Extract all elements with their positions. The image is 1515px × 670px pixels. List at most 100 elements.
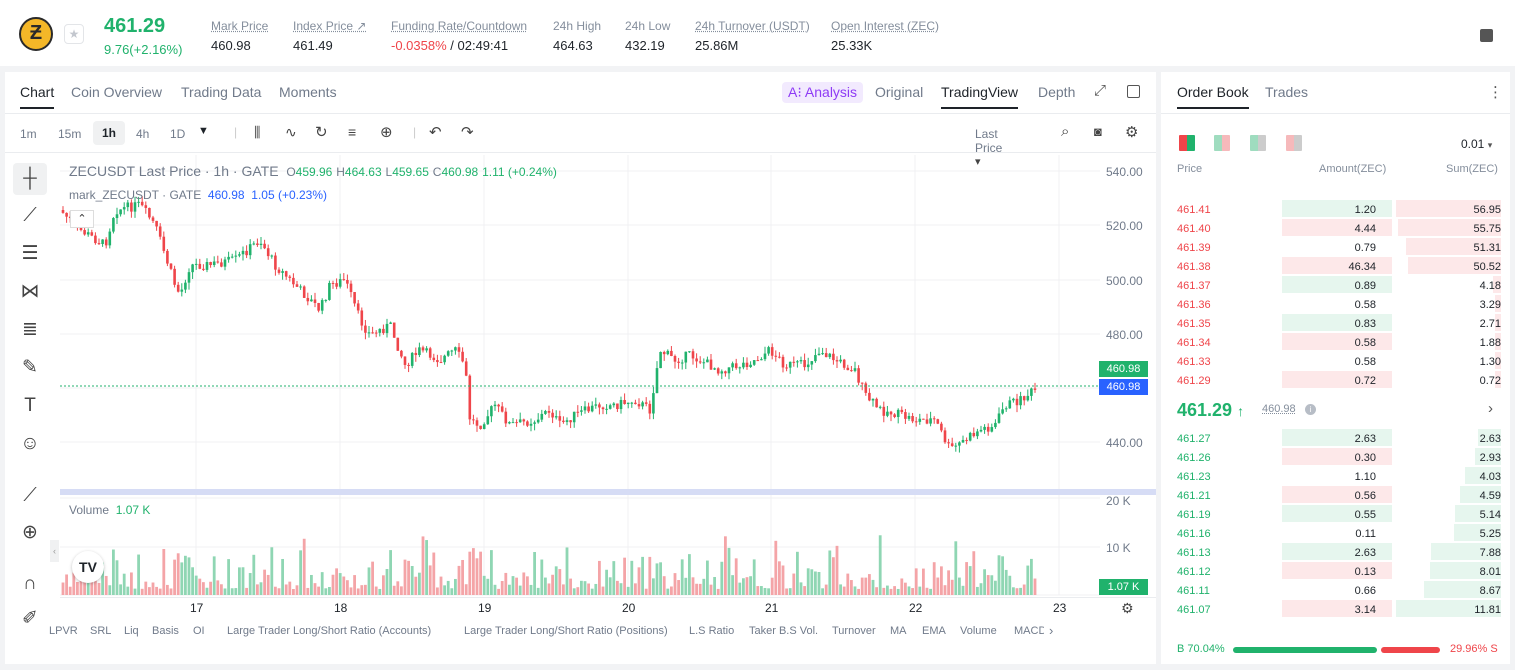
bid-row[interactable]: 461.21 0.56 4.59 [1177, 486, 1501, 505]
collapse-toolbar-icon[interactable]: ‹ [50, 540, 59, 562]
view-both-icon[interactable] [1179, 135, 1195, 151]
search-icon[interactable]: ⌕ [1061, 123, 1070, 140]
ask-row[interactable]: 461.38 46.34 50.52 [1177, 257, 1501, 276]
view-split-icon[interactable] [1214, 135, 1230, 151]
stat-label[interactable]: Mark Price [211, 19, 269, 33]
header-sum: Sum(ZEC) [1446, 163, 1498, 175]
interval-15m[interactable]: 15m [58, 127, 82, 141]
magnet-icon[interactable]: ∩ [23, 573, 37, 594]
interval-dropdown-icon[interactable]: ▼ [198, 125, 209, 137]
view-bids-icon[interactable] [1250, 135, 1266, 151]
ask-row[interactable]: 461.40 4.44 55.75 [1177, 219, 1501, 238]
fullscreen-icon[interactable] [1127, 85, 1140, 98]
indicator-liq[interactable]: Liq [124, 625, 139, 637]
bid-row[interactable]: 461.19 0.55 5.14 [1177, 505, 1501, 524]
indicator-ls-ratio[interactable]: L.S Ratio [689, 625, 735, 637]
bid-row[interactable]: 461.07 3.14 11.81 [1177, 600, 1501, 619]
price-chart[interactable] [60, 155, 1156, 600]
zoom-in-icon[interactable]: ⊕ [22, 522, 38, 543]
template-icon[interactable]: ≡ [348, 124, 357, 140]
bid-row[interactable]: 461.13 2.63 7.88 [1177, 543, 1501, 562]
indicator-lt-accounts[interactable]: Large Trader Long/Short Ratio (Accounts) [227, 625, 432, 637]
view-asks-icon[interactable] [1286, 135, 1302, 151]
interval-1m[interactable]: 1m [20, 127, 37, 141]
expand-icon[interactable]: ⤢ [1094, 82, 1107, 99]
ruler-icon[interactable]: ⟋ [23, 485, 37, 506]
tab-chart[interactable]: Chart [20, 84, 55, 109]
interval-1d[interactable]: 1D [170, 127, 186, 141]
more-options-icon[interactable]: ⋮ [1488, 84, 1503, 101]
indicator-turnover[interactable]: Turnover [832, 625, 876, 637]
trend-line-icon[interactable]: ⟋ [23, 205, 37, 226]
stat-label[interactable]: Index Price ↗ [293, 19, 367, 33]
redo-icon[interactable]: ↷ [461, 124, 474, 141]
tab-trading-data[interactable]: Trading Data [181, 84, 262, 100]
tradingview-logo-icon[interactable]: TV [72, 551, 104, 583]
indicator-lpvr[interactable]: LPVR [49, 625, 78, 637]
scroll-right-icon[interactable]: › [1049, 623, 1054, 638]
stat-label[interactable]: 24h Turnover (USDT) [695, 19, 810, 33]
tab-original[interactable]: Original [875, 84, 924, 100]
price-type-select[interactable]: Last Price ▾ [975, 127, 1003, 168]
ask-row[interactable]: 461.41 1.20 56.95 [1177, 200, 1501, 219]
info-icon[interactable]: i [1305, 404, 1316, 415]
tab-order-book[interactable]: Order Book [1177, 84, 1249, 109]
tab-depth[interactable]: Depth [1038, 84, 1076, 100]
axis-settings-icon[interactable]: ⚙ [1121, 600, 1134, 616]
bid-row[interactable]: 461.12 0.13 8.01 [1177, 562, 1501, 581]
indicators-icon[interactable]: ∿ [285, 124, 297, 140]
bid-row[interactable]: 461.11 0.66 8.67 [1177, 581, 1501, 600]
ask-row[interactable]: 461.36 0.58 3.29 [1177, 295, 1501, 314]
ask-row[interactable]: 461.33 0.58 1.30 [1177, 352, 1501, 371]
settings-gear-icon[interactable]: ⚙ [1125, 124, 1139, 141]
camera-icon[interactable]: ◙ [1094, 124, 1102, 139]
text-icon[interactable]: T [24, 395, 36, 416]
pattern-icon[interactable]: ⋈ [20, 281, 40, 302]
stat-label[interactable]: Open Interest (ZEC) [831, 19, 940, 33]
volume-bar [1004, 569, 1008, 595]
fib-icon[interactable]: ≣ [22, 319, 38, 340]
indicator-macd[interactable]: MACD [1014, 625, 1044, 637]
candle-type-icon[interactable]: ⫼ [254, 124, 261, 140]
bid-row[interactable]: 461.27 2.63 2.63 [1177, 429, 1501, 448]
lock-draw-icon[interactable]: ✐ [22, 608, 38, 629]
indicator-lt-positions[interactable]: Large Trader Long/Short Ratio (Positions… [464, 625, 668, 637]
guide-book-icon[interactable] [1480, 29, 1493, 42]
collapse-legend-icon[interactable]: ⌃ [70, 210, 94, 228]
tab-tradingview[interactable]: TradingView [941, 84, 1019, 109]
interval-1h[interactable]: 1h [93, 121, 126, 145]
add-icon[interactable]: ⊕ [380, 124, 393, 141]
ask-row[interactable]: 461.34 0.58 1.88 [1177, 333, 1501, 352]
chevron-right-icon[interactable]: › [1488, 400, 1493, 417]
favorite-star-icon[interactable]: ★ [64, 24, 84, 44]
tab-trades[interactable]: Trades [1265, 84, 1309, 100]
indicator-volume[interactable]: Volume [960, 625, 997, 637]
tab-moments[interactable]: Moments [279, 84, 337, 100]
ask-row[interactable]: 461.29 0.72 0.72 [1177, 371, 1501, 390]
tab-coin-overview[interactable]: Coin Overview [71, 84, 163, 100]
undo-icon[interactable]: ↶ [429, 124, 442, 141]
horizontal-lines-icon[interactable]: ☰ [21, 243, 39, 264]
emoji-icon[interactable]: ☺ [20, 433, 40, 454]
bid-row[interactable]: 461.16 0.11 5.25 [1177, 524, 1501, 543]
bid-row[interactable]: 461.26 0.30 2.93 [1177, 448, 1501, 467]
ask-row[interactable]: 461.37 0.89 4.18 [1177, 276, 1501, 295]
indicator-basis[interactable]: Basis [152, 625, 179, 637]
bid-row[interactable]: 461.23 1.10 4.03 [1177, 467, 1501, 486]
volume-bar [245, 587, 248, 595]
precision-select[interactable]: 0.01 ▾ [1461, 137, 1492, 151]
indicator-oi[interactable]: OI [193, 625, 205, 637]
indicator-taker-vol[interactable]: Taker B.S Vol. [749, 625, 819, 637]
interval-4h[interactable]: 4h [136, 127, 150, 141]
ask-row[interactable]: 461.39 0.79 51.31 [1177, 238, 1501, 257]
brush-icon[interactable]: ✎ [22, 357, 38, 378]
stat-label[interactable]: Funding Rate/Countdown [391, 19, 528, 33]
pane-separator[interactable] [60, 489, 1156, 495]
indicator-ma[interactable]: MA [890, 625, 907, 637]
refresh-icon[interactable]: ↻ [315, 124, 328, 141]
crosshair-icon[interactable]: ┼ [13, 163, 47, 195]
indicator-ema[interactable]: EMA [922, 625, 946, 637]
ask-row[interactable]: 461.35 0.83 2.71 [1177, 314, 1501, 333]
indicator-srl[interactable]: SRL [90, 625, 112, 637]
tab-analysis[interactable]: A⁝ Analysis [782, 82, 864, 103]
